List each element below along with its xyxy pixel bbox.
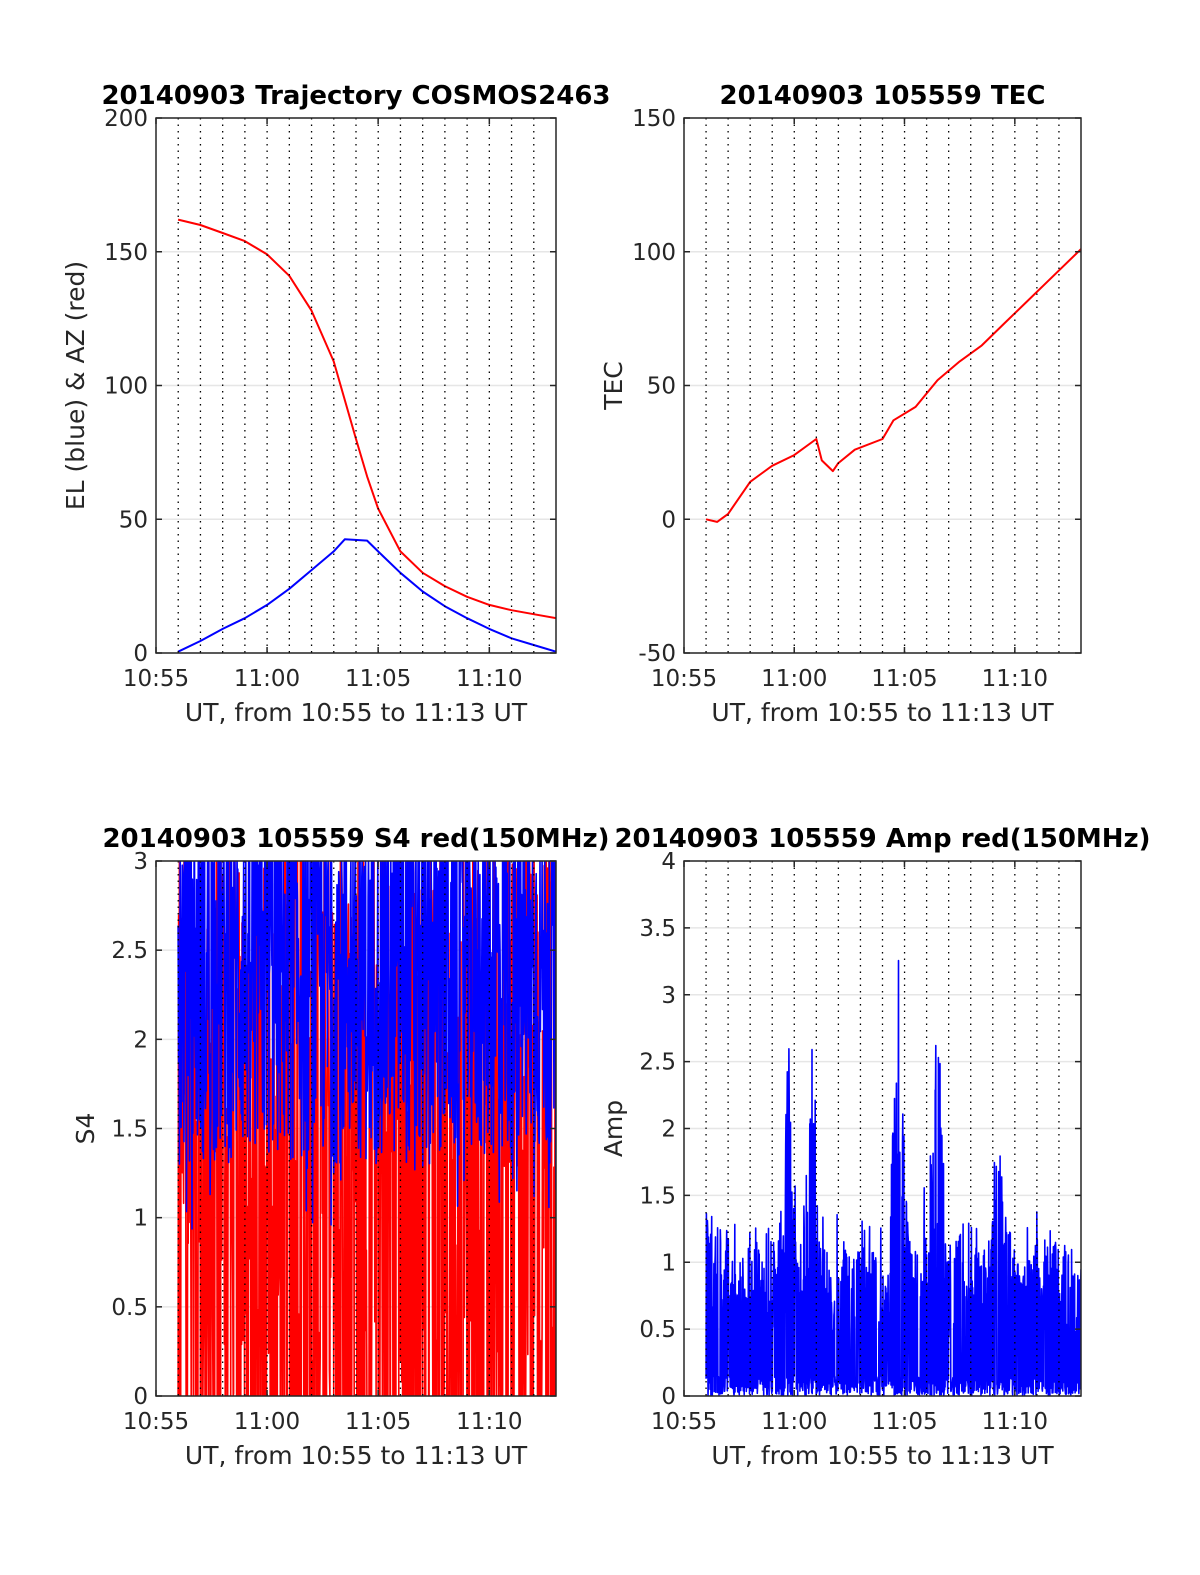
x-tick-label: 11:00 [234,1409,300,1435]
series-line [705,248,1081,523]
x-axis-label: UT, from 10:55 to 11:13 UT [711,1441,1054,1470]
series-line [177,218,556,620]
y-tick-label: 1.5 [111,1117,148,1143]
x-tick-label: 10:55 [651,1409,717,1435]
y-tick-label: 3 [661,983,676,1009]
x-tick-label: 11:05 [871,1409,937,1435]
chart-title: 20140903 105559 TEC [720,81,1046,111]
series-group [705,959,1081,1396]
series-group [705,248,1081,523]
chart-title: 20140903 Trajectory COSMOS2463 [101,81,610,111]
x-tick-label: 11:10 [456,1409,522,1435]
y-tick-label: 0.5 [111,1295,148,1321]
y-tick-label: 4 [661,849,676,875]
y-tick-label: 0 [133,1384,148,1410]
y-tick-label: 2 [133,1027,148,1053]
chart-title: 20140903 105559 Amp red(150MHz) [614,824,1150,854]
chart-panel-2: -50 0 50 100 150 10:55 11:00 11:05 11:10 UT, from… [599,81,1082,727]
y-axis-label: TEC [599,361,628,411]
x-tick-label: 11:05 [871,666,937,692]
x-tick-label: 11:00 [761,666,827,692]
y-axis-label: EL (blue) & AZ (red) [61,261,90,510]
chart-panel-3: 0 0.5 1 1.5 2 2.5 3 10:55 11:00 11:05 11:10 UT, fro… [71,824,610,1470]
y-tick-label: 150 [104,240,148,266]
x-axis-label: UT, from 10:55 to 11:13 UT [711,698,1054,727]
series-line [177,861,556,1230]
y-tick-label: 0.5 [639,1317,676,1343]
y-tick-label: 3.5 [639,916,676,942]
y-tick-label: 1.5 [639,1183,676,1209]
y-tick-label: 3 [133,849,148,875]
y-tick-label: 50 [119,507,148,533]
chart-panel-1: 0 50 100 150 200 10:55 11:00 11:05 11:10 UT, from… [61,81,611,727]
x-axis-label: UT, from 10:55 to 11:13 UT [185,1441,528,1470]
x-tick-label: 11:00 [761,1409,827,1435]
series-group [177,218,556,653]
y-tick-label: -50 [638,641,676,667]
series-group [177,861,556,1396]
x-tick-label: 11:00 [234,666,300,692]
y-axis-label: S4 [71,1113,100,1145]
y-tick-label: 200 [104,106,148,132]
x-tick-label: 10:55 [123,1409,189,1435]
x-tick-label: 11:05 [345,1409,411,1435]
chart-title: 20140903 105559 S4 red(150MHz) [102,824,609,854]
series-line [705,959,1081,1396]
y-tick-label: 2.5 [639,1050,676,1076]
y-tick-label: 0 [133,641,148,667]
y-tick-label: 2 [661,1117,676,1143]
chart-panel-4: 0 0.5 1 1.5 2 2.5 3 3.5 4 10:55 11:00 11:05 11:10 UT,… [599,824,1151,1470]
y-tick-label: 50 [647,374,676,400]
y-tick-label: 1 [133,1206,148,1232]
series-line [177,538,556,653]
x-tick-label: 11:10 [982,1409,1048,1435]
y-tick-label: 100 [632,240,676,266]
x-tick-label: 10:55 [651,666,717,692]
y-tick-label: 0 [661,507,676,533]
y-tick-label: 1 [661,1250,676,1276]
x-axis-label: UT, from 10:55 to 11:13 UT [185,698,528,727]
y-axis-label: Amp [599,1100,628,1157]
y-tick-label: 100 [104,374,148,400]
y-tick-label: 0 [661,1384,676,1410]
y-tick-label: 2.5 [111,938,148,964]
x-tick-label: 11:10 [456,666,522,692]
x-tick-label: 11:10 [982,666,1048,692]
x-tick-label: 11:05 [345,666,411,692]
x-tick-label: 10:55 [123,666,189,692]
y-tick-label: 150 [632,106,676,132]
